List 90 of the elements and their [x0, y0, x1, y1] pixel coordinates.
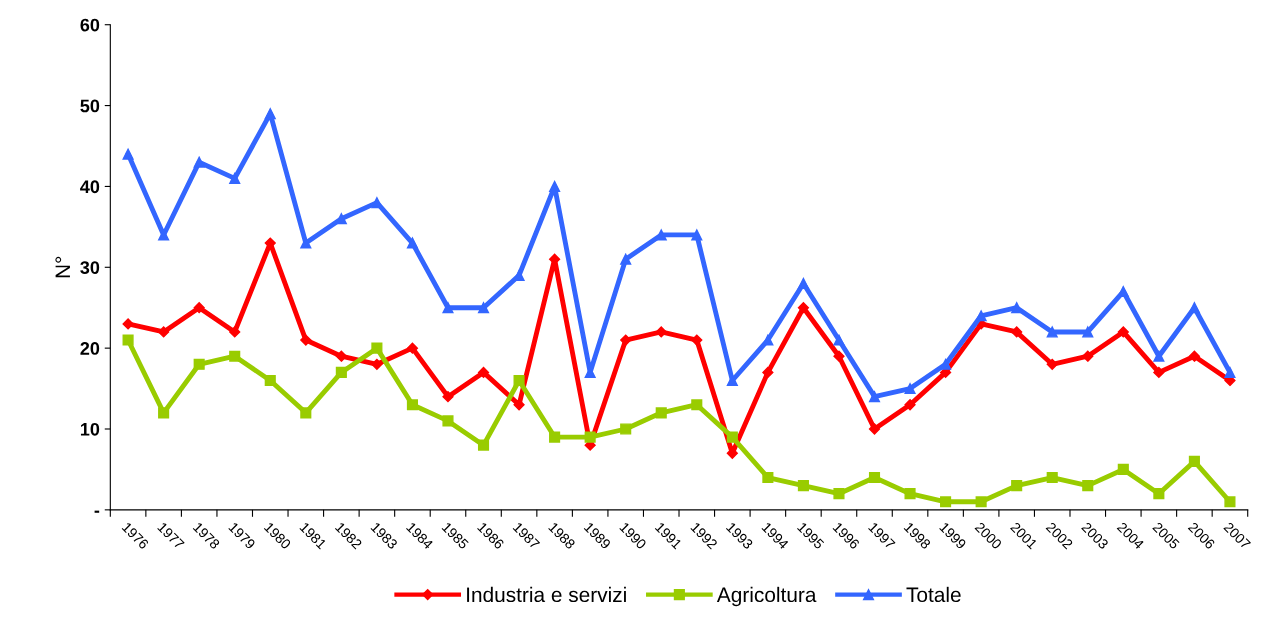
point	[904, 488, 916, 500]
point	[655, 407, 667, 419]
legend-label: Industria e servizi	[467, 586, 626, 603]
y-tick-label: -	[94, 510, 100, 513]
point	[1082, 480, 1094, 492]
point	[442, 302, 454, 314]
point	[833, 350, 845, 362]
point	[158, 229, 170, 241]
point	[691, 334, 703, 346]
point	[1117, 463, 1129, 475]
point	[335, 366, 347, 378]
point	[1117, 326, 1129, 338]
point	[620, 334, 632, 346]
point	[940, 358, 952, 370]
point	[1153, 488, 1165, 500]
point	[477, 302, 490, 314]
point	[122, 334, 134, 346]
point	[477, 439, 490, 451]
point	[620, 423, 632, 435]
point	[229, 350, 241, 362]
y-tick-label: 20	[80, 342, 100, 355]
y-tick-label: 50	[80, 99, 100, 113]
point	[1224, 366, 1236, 378]
point	[797, 302, 810, 314]
point	[193, 358, 205, 370]
point	[406, 399, 418, 411]
point	[833, 488, 845, 500]
point	[122, 148, 134, 160]
y-tick-label: 10	[80, 422, 100, 436]
point	[868, 423, 881, 435]
point	[158, 407, 170, 419]
point	[904, 383, 916, 395]
point	[1188, 350, 1201, 362]
point	[797, 277, 809, 290]
point	[584, 431, 596, 443]
point	[975, 310, 987, 322]
point	[868, 391, 881, 403]
point	[229, 326, 241, 338]
point	[513, 374, 525, 387]
point	[371, 342, 383, 354]
point	[300, 237, 312, 249]
point	[549, 431, 561, 443]
point	[833, 334, 845, 346]
point	[442, 391, 454, 403]
point	[1153, 350, 1165, 362]
point	[975, 496, 987, 508]
legend-label: Totale	[906, 586, 961, 603]
point	[620, 253, 632, 265]
y-axis-title: N°	[55, 256, 70, 278]
point	[762, 471, 774, 484]
point	[1082, 350, 1094, 362]
point	[477, 366, 490, 379]
point	[158, 326, 170, 338]
point	[300, 334, 312, 346]
point	[691, 229, 703, 241]
point	[549, 180, 561, 192]
point	[264, 108, 276, 120]
point	[797, 480, 809, 492]
point	[229, 172, 241, 184]
point	[406, 237, 418, 249]
legend-label: Agricoltura	[716, 586, 817, 607]
point	[1188, 455, 1200, 467]
y-tick-label: 60	[80, 18, 100, 32]
point	[762, 366, 774, 379]
point	[1011, 326, 1023, 338]
point	[193, 156, 205, 168]
point	[1224, 496, 1236, 508]
point	[1153, 366, 1165, 379]
point	[193, 302, 205, 314]
point	[1011, 480, 1023, 492]
point	[264, 374, 276, 387]
point	[442, 415, 454, 427]
point	[726, 431, 738, 443]
point	[1188, 302, 1200, 314]
point	[335, 350, 347, 362]
point	[371, 358, 383, 370]
y-tick-label: 40	[80, 180, 100, 194]
point	[691, 399, 703, 411]
point	[406, 342, 419, 354]
point	[940, 496, 952, 508]
y-tick-label: 30	[80, 261, 100, 275]
point	[1082, 326, 1094, 338]
point	[655, 326, 667, 338]
point	[1046, 326, 1058, 338]
point	[300, 407, 312, 419]
point	[904, 399, 916, 411]
point	[1046, 471, 1058, 484]
point	[1046, 358, 1058, 370]
point	[122, 318, 134, 330]
point	[868, 471, 881, 484]
